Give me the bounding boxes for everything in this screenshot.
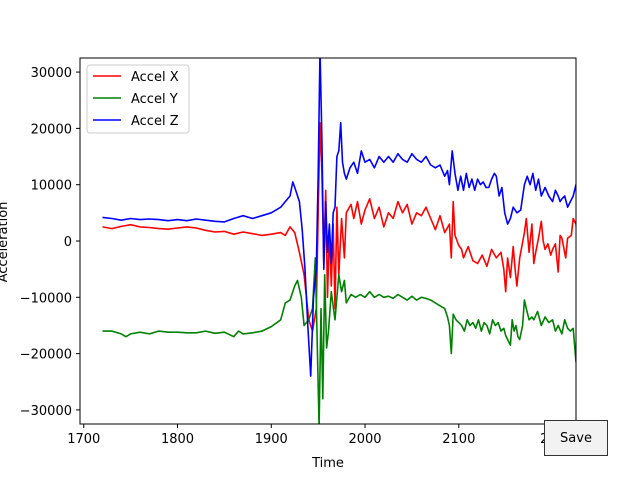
series-line-accel-z <box>102 58 576 377</box>
x-tick-label: 2100 <box>442 432 475 447</box>
y-axis-label-group: Acceleration <box>0 202 11 283</box>
legend: Accel X Accel Y Accel Z <box>86 64 190 134</box>
series-line-accel-x <box>102 122 576 332</box>
y-tick-label: −10000 <box>20 291 72 306</box>
x-tick-label: 1700 <box>67 432 100 447</box>
legend-entry: Accel Y <box>131 92 178 107</box>
y-axis-ticks: −30000 −20000 −10000 0 10000 20000 30000 <box>20 66 80 419</box>
y-tick-label: 10000 <box>31 179 72 194</box>
x-axis-label: Time <box>311 456 344 471</box>
series-layer <box>102 58 576 424</box>
y-axis-label: Acceleration <box>0 202 11 283</box>
y-tick-label: 20000 <box>31 122 72 137</box>
x-axis-ticks: 17001800190020002100220 <box>67 424 565 447</box>
legend-entry: Accel X <box>131 70 179 85</box>
x-tick-label: 1900 <box>255 432 288 447</box>
legend-box <box>86 64 190 134</box>
save-button[interactable]: Save <box>544 420 608 456</box>
x-tick-label: 2000 <box>348 432 381 447</box>
x-tick-label: 1800 <box>161 432 194 447</box>
y-tick-label: −20000 <box>20 348 72 363</box>
y-tick-label: 0 <box>64 235 72 250</box>
y-tick-label: −30000 <box>20 404 72 419</box>
legend-entry: Accel Z <box>131 114 179 129</box>
series-line-accel-y <box>102 257 576 424</box>
y-tick-label: 30000 <box>31 66 72 81</box>
